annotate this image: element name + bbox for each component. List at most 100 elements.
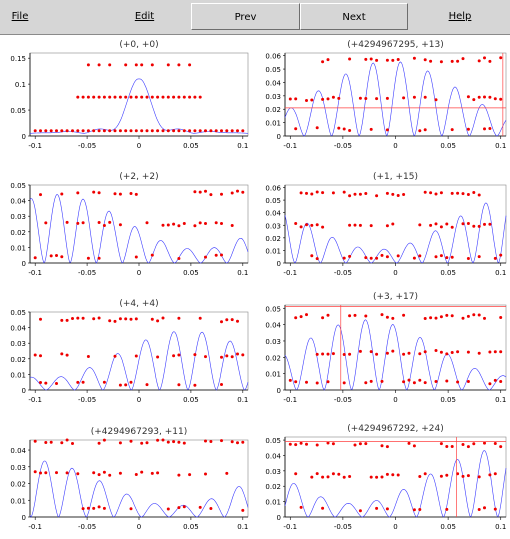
data-point bbox=[134, 255, 138, 259]
x-tick-label: 0.1 bbox=[495, 523, 506, 531]
data-point bbox=[315, 352, 319, 356]
data-point bbox=[76, 472, 80, 476]
x-tick-label: -0.05 bbox=[334, 396, 352, 404]
data-point bbox=[108, 129, 112, 133]
data-point bbox=[134, 317, 138, 321]
data-point bbox=[92, 129, 96, 133]
data-point bbox=[439, 191, 443, 195]
data-point bbox=[369, 475, 373, 479]
data-point bbox=[134, 95, 138, 99]
data-point bbox=[423, 472, 427, 476]
help-menu[interactable]: Help bbox=[448, 11, 472, 22]
data-point bbox=[49, 254, 53, 258]
data-point bbox=[60, 129, 64, 133]
data-point bbox=[204, 439, 207, 443]
data-point bbox=[33, 470, 37, 474]
plot-title: (+1, +15) bbox=[373, 172, 418, 182]
data-point bbox=[209, 440, 213, 443]
data-point bbox=[391, 316, 395, 320]
data-point bbox=[204, 222, 207, 225]
data-point bbox=[466, 257, 470, 260]
data-point bbox=[150, 471, 154, 475]
data-curve bbox=[284, 450, 507, 518]
data-point bbox=[294, 472, 298, 476]
data-point bbox=[385, 472, 389, 476]
data-point bbox=[450, 351, 454, 354]
data-point bbox=[477, 475, 481, 479]
data-point bbox=[499, 380, 503, 383]
data-point bbox=[182, 222, 186, 225]
data-point bbox=[310, 192, 314, 196]
data-point bbox=[396, 473, 400, 477]
data-point bbox=[92, 506, 96, 510]
data-point bbox=[177, 129, 181, 133]
data-point bbox=[439, 442, 443, 446]
data-point bbox=[39, 471, 42, 475]
plot-title: (+2, +2) bbox=[119, 172, 158, 182]
data-point bbox=[326, 97, 330, 101]
data-point bbox=[358, 442, 362, 446]
plot-panel: (+4, +4) 0 0.01 0.02 0.03 0.04 0.05 -0.1 -0.05 0 0… bbox=[10, 299, 248, 404]
data-point bbox=[434, 222, 438, 226]
data-point bbox=[236, 441, 239, 445]
data-point bbox=[461, 222, 465, 226]
y-tick-label: 0.06 bbox=[265, 53, 281, 61]
data-curve bbox=[29, 194, 249, 264]
y-tick-label: 0.01 bbox=[265, 499, 281, 507]
data-point bbox=[353, 443, 357, 447]
data-point bbox=[439, 350, 443, 354]
data-point bbox=[434, 316, 438, 320]
plot-panel: (+1, +15) 0 0.01 0.02 0.03 0.04 0.05 0.06 -0.1 -0… bbox=[265, 172, 506, 277]
data-point bbox=[288, 378, 292, 382]
data-point bbox=[423, 381, 427, 385]
data-point bbox=[358, 96, 362, 100]
data-point bbox=[488, 350, 492, 354]
data-point bbox=[499, 253, 503, 257]
y-tick-label: 0.01 bbox=[10, 371, 26, 379]
y-tick-label: 0.04 bbox=[265, 322, 281, 330]
data-point bbox=[177, 257, 181, 260]
data-point bbox=[182, 95, 186, 99]
y-tick-label: 0.05 bbox=[10, 309, 26, 317]
plot-title: (+3, +17) bbox=[373, 292, 418, 302]
data-point bbox=[434, 349, 438, 352]
data-point bbox=[358, 509, 362, 513]
data-point bbox=[466, 445, 470, 449]
plot-title: (+0, +0) bbox=[119, 40, 158, 50]
data-point bbox=[294, 127, 298, 131]
data-point bbox=[97, 473, 101, 477]
data-point bbox=[364, 314, 368, 318]
data-point bbox=[461, 57, 465, 61]
next-button[interactable]: Next bbox=[300, 3, 408, 30]
data-point bbox=[391, 58, 395, 62]
data-point bbox=[412, 256, 416, 260]
data-curve bbox=[284, 61, 507, 137]
data-point bbox=[412, 56, 416, 60]
data-point bbox=[177, 95, 181, 99]
data-point bbox=[124, 383, 128, 387]
data-point bbox=[214, 221, 218, 225]
plot-frame bbox=[284, 52, 507, 137]
data-point bbox=[477, 255, 481, 259]
edit-menu[interactable]: Edit bbox=[134, 11, 155, 22]
file-menu[interactable]: File bbox=[11, 11, 29, 22]
data-point bbox=[86, 256, 90, 260]
data-point bbox=[76, 316, 80, 320]
data-point bbox=[472, 191, 476, 194]
data-point bbox=[177, 353, 181, 357]
data-point bbox=[466, 350, 470, 354]
y-tick-label: 0 bbox=[277, 387, 281, 395]
data-point bbox=[412, 95, 416, 99]
data-point bbox=[429, 223, 433, 227]
data-point bbox=[418, 475, 422, 478]
x-tick-label: -0.05 bbox=[78, 396, 96, 404]
data-point bbox=[348, 129, 352, 132]
data-point bbox=[299, 315, 303, 319]
data-point bbox=[499, 445, 503, 449]
data-point bbox=[364, 256, 368, 260]
data-point bbox=[97, 191, 101, 195]
data-point bbox=[331, 191, 335, 195]
data-point bbox=[488, 95, 492, 99]
data-point bbox=[188, 473, 192, 477]
prev-button[interactable]: Prev bbox=[191, 3, 300, 30]
